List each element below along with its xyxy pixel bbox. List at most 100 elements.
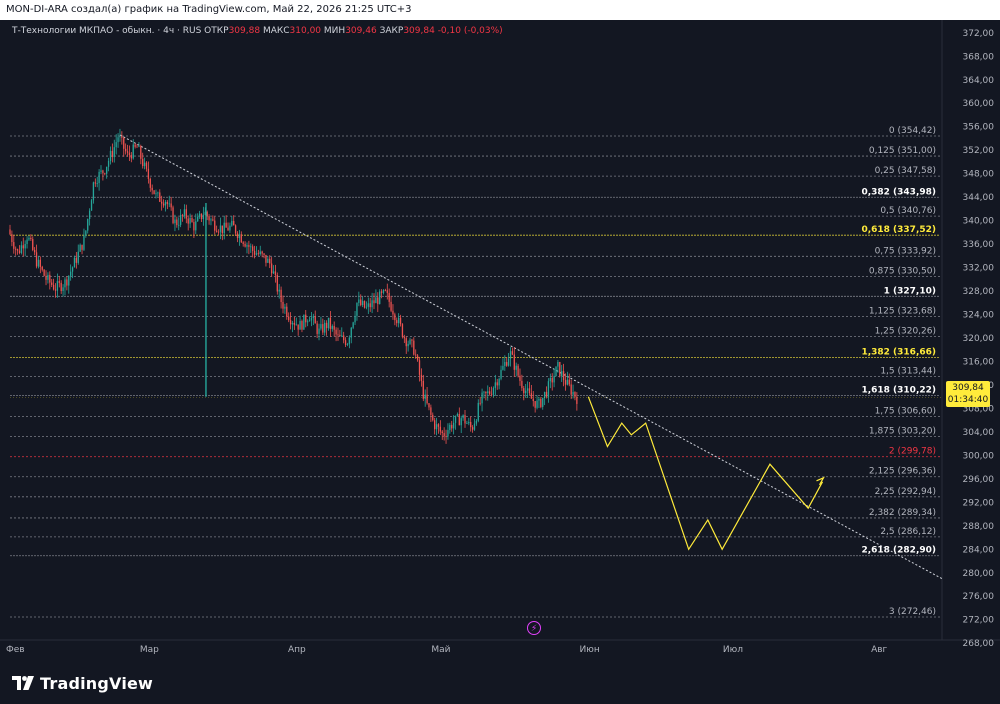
candle-body (530, 393, 533, 399)
candle-body (16, 249, 19, 251)
candle-body (299, 320, 301, 330)
candle-body (437, 424, 440, 427)
candle-body (576, 396, 578, 404)
candle-body (270, 263, 273, 274)
lightning-icon[interactable]: ⚡ (527, 621, 541, 635)
candle-body (145, 162, 148, 169)
candle-body (415, 354, 417, 356)
candle-body (104, 173, 106, 175)
candle-body (227, 227, 229, 231)
candle-body (39, 259, 41, 267)
candle-body (562, 371, 565, 381)
candle-body (250, 246, 252, 248)
candle-body (178, 224, 180, 226)
candle-body (126, 151, 129, 153)
candle-body (161, 201, 163, 204)
high-label: МАКС (262, 26, 290, 36)
candle-body (422, 380, 424, 399)
candle-body (280, 289, 282, 303)
candle-body (513, 354, 515, 370)
price-chart[interactable]: 372,00 368,00 364,00 360,00 356,00 352,00 348,… (0, 20, 1000, 668)
candle-body (107, 160, 110, 167)
candle-body (153, 190, 155, 194)
candle-body (308, 320, 311, 322)
candle-body (418, 360, 421, 375)
candle-body (394, 314, 396, 321)
projection-path (587, 396, 824, 551)
candle-body (479, 402, 481, 404)
candle-body (534, 401, 536, 408)
time-tick-label: Июн (580, 645, 600, 655)
candle-body (265, 254, 267, 263)
current-price: 309,84 (952, 383, 984, 393)
fib-level-label: 0,382 (343,98) (861, 187, 936, 197)
candle-body (176, 219, 178, 226)
high-value: 310,00 (289, 26, 322, 36)
candle-body (45, 275, 47, 280)
candle-body (373, 300, 375, 304)
time-tick-label: Авг (871, 645, 887, 655)
candle-body (202, 214, 205, 220)
price-tick-label: 332,00 (963, 264, 995, 274)
candle-body (278, 289, 280, 292)
candle-body (94, 182, 96, 184)
candle-body (464, 415, 466, 424)
candle-body (130, 155, 132, 159)
brand-name: TradingView (40, 673, 154, 693)
candle-body (100, 170, 102, 172)
candle-body (136, 146, 138, 148)
candle-body (71, 267, 74, 272)
candle-body (22, 245, 24, 249)
candle-body (445, 436, 447, 437)
fib-level-label: 1,618 (310,22) (861, 385, 936, 395)
candle-body (382, 289, 385, 293)
candle-body (195, 221, 197, 231)
candle-body (246, 245, 248, 247)
candle-body (471, 427, 474, 430)
fib-level-label: 1,75 (306,60) (875, 407, 936, 417)
candle-body (102, 170, 104, 174)
change-value: -0,10 (-0,03%) (437, 26, 503, 36)
candle-body (284, 306, 286, 309)
candle-body (301, 320, 303, 330)
candle-body (490, 393, 493, 395)
price-tick-label: 280,00 (963, 569, 995, 579)
candle-body (343, 335, 345, 341)
candle-body (18, 250, 21, 253)
candle-body (37, 259, 40, 267)
candle-body (62, 287, 64, 292)
fib-level-label: 1,125 (323,68) (869, 306, 936, 316)
price-axis: 372,00 368,00 364,00 360,00 356,00 352,00 348,… (963, 29, 995, 649)
candle-body (564, 380, 567, 385)
candle-body (553, 376, 555, 383)
candle-body (151, 187, 153, 191)
fibonacci-levels: 0 (354,42) 0,125 (351,00) 0,25 (347,58) 0,3… (10, 126, 940, 618)
candle-body (451, 424, 453, 429)
candle-body (525, 390, 527, 394)
candle-body (200, 213, 203, 220)
candle-body (295, 324, 297, 326)
candle-body (259, 251, 261, 254)
candle-body (183, 209, 186, 216)
fib-level-label: 0,75 (333,92) (875, 246, 936, 256)
candle-body (363, 300, 366, 308)
price-tick-label: 288,00 (963, 522, 995, 532)
candle-body (521, 380, 523, 389)
candle-body (542, 397, 544, 407)
candle-body (511, 351, 514, 355)
fib-level-label: 2,382 (289,34) (869, 508, 936, 518)
candle-body (310, 317, 313, 321)
tradingview-brand[interactable]: TradingView (12, 673, 153, 693)
candle-body (212, 219, 214, 221)
candle-body (68, 275, 70, 286)
symbol-legend: Т-Технологии МКПАО - обыкн. · 4ч · RUS О… (12, 26, 503, 36)
candle-body (166, 201, 169, 204)
candle-body (132, 144, 134, 159)
candle-body (208, 216, 210, 221)
candle-body (26, 239, 28, 244)
candle-body (35, 252, 38, 267)
projection-arrowhead (816, 476, 825, 486)
candle-body (123, 137, 125, 149)
candle-body (517, 365, 519, 376)
